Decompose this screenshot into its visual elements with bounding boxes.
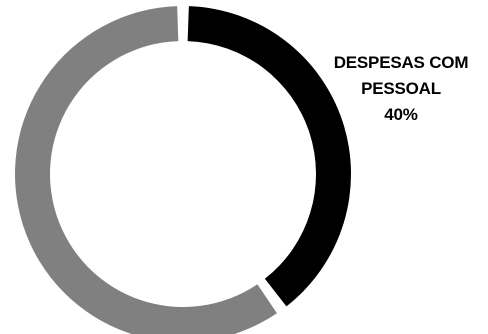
slice-label-line-2: PESSOAL <box>361 79 441 98</box>
pie-slice-despesas-com-pessoal <box>187 6 352 307</box>
pie-slice-other <box>15 6 277 334</box>
slice-label-value: 40% <box>384 105 418 124</box>
slice-label-line-1: DESPESAS COM <box>333 53 469 72</box>
slice-label-despesas-com-pessoal: DESPESAS COM PESSOAL 40% <box>326 50 476 128</box>
